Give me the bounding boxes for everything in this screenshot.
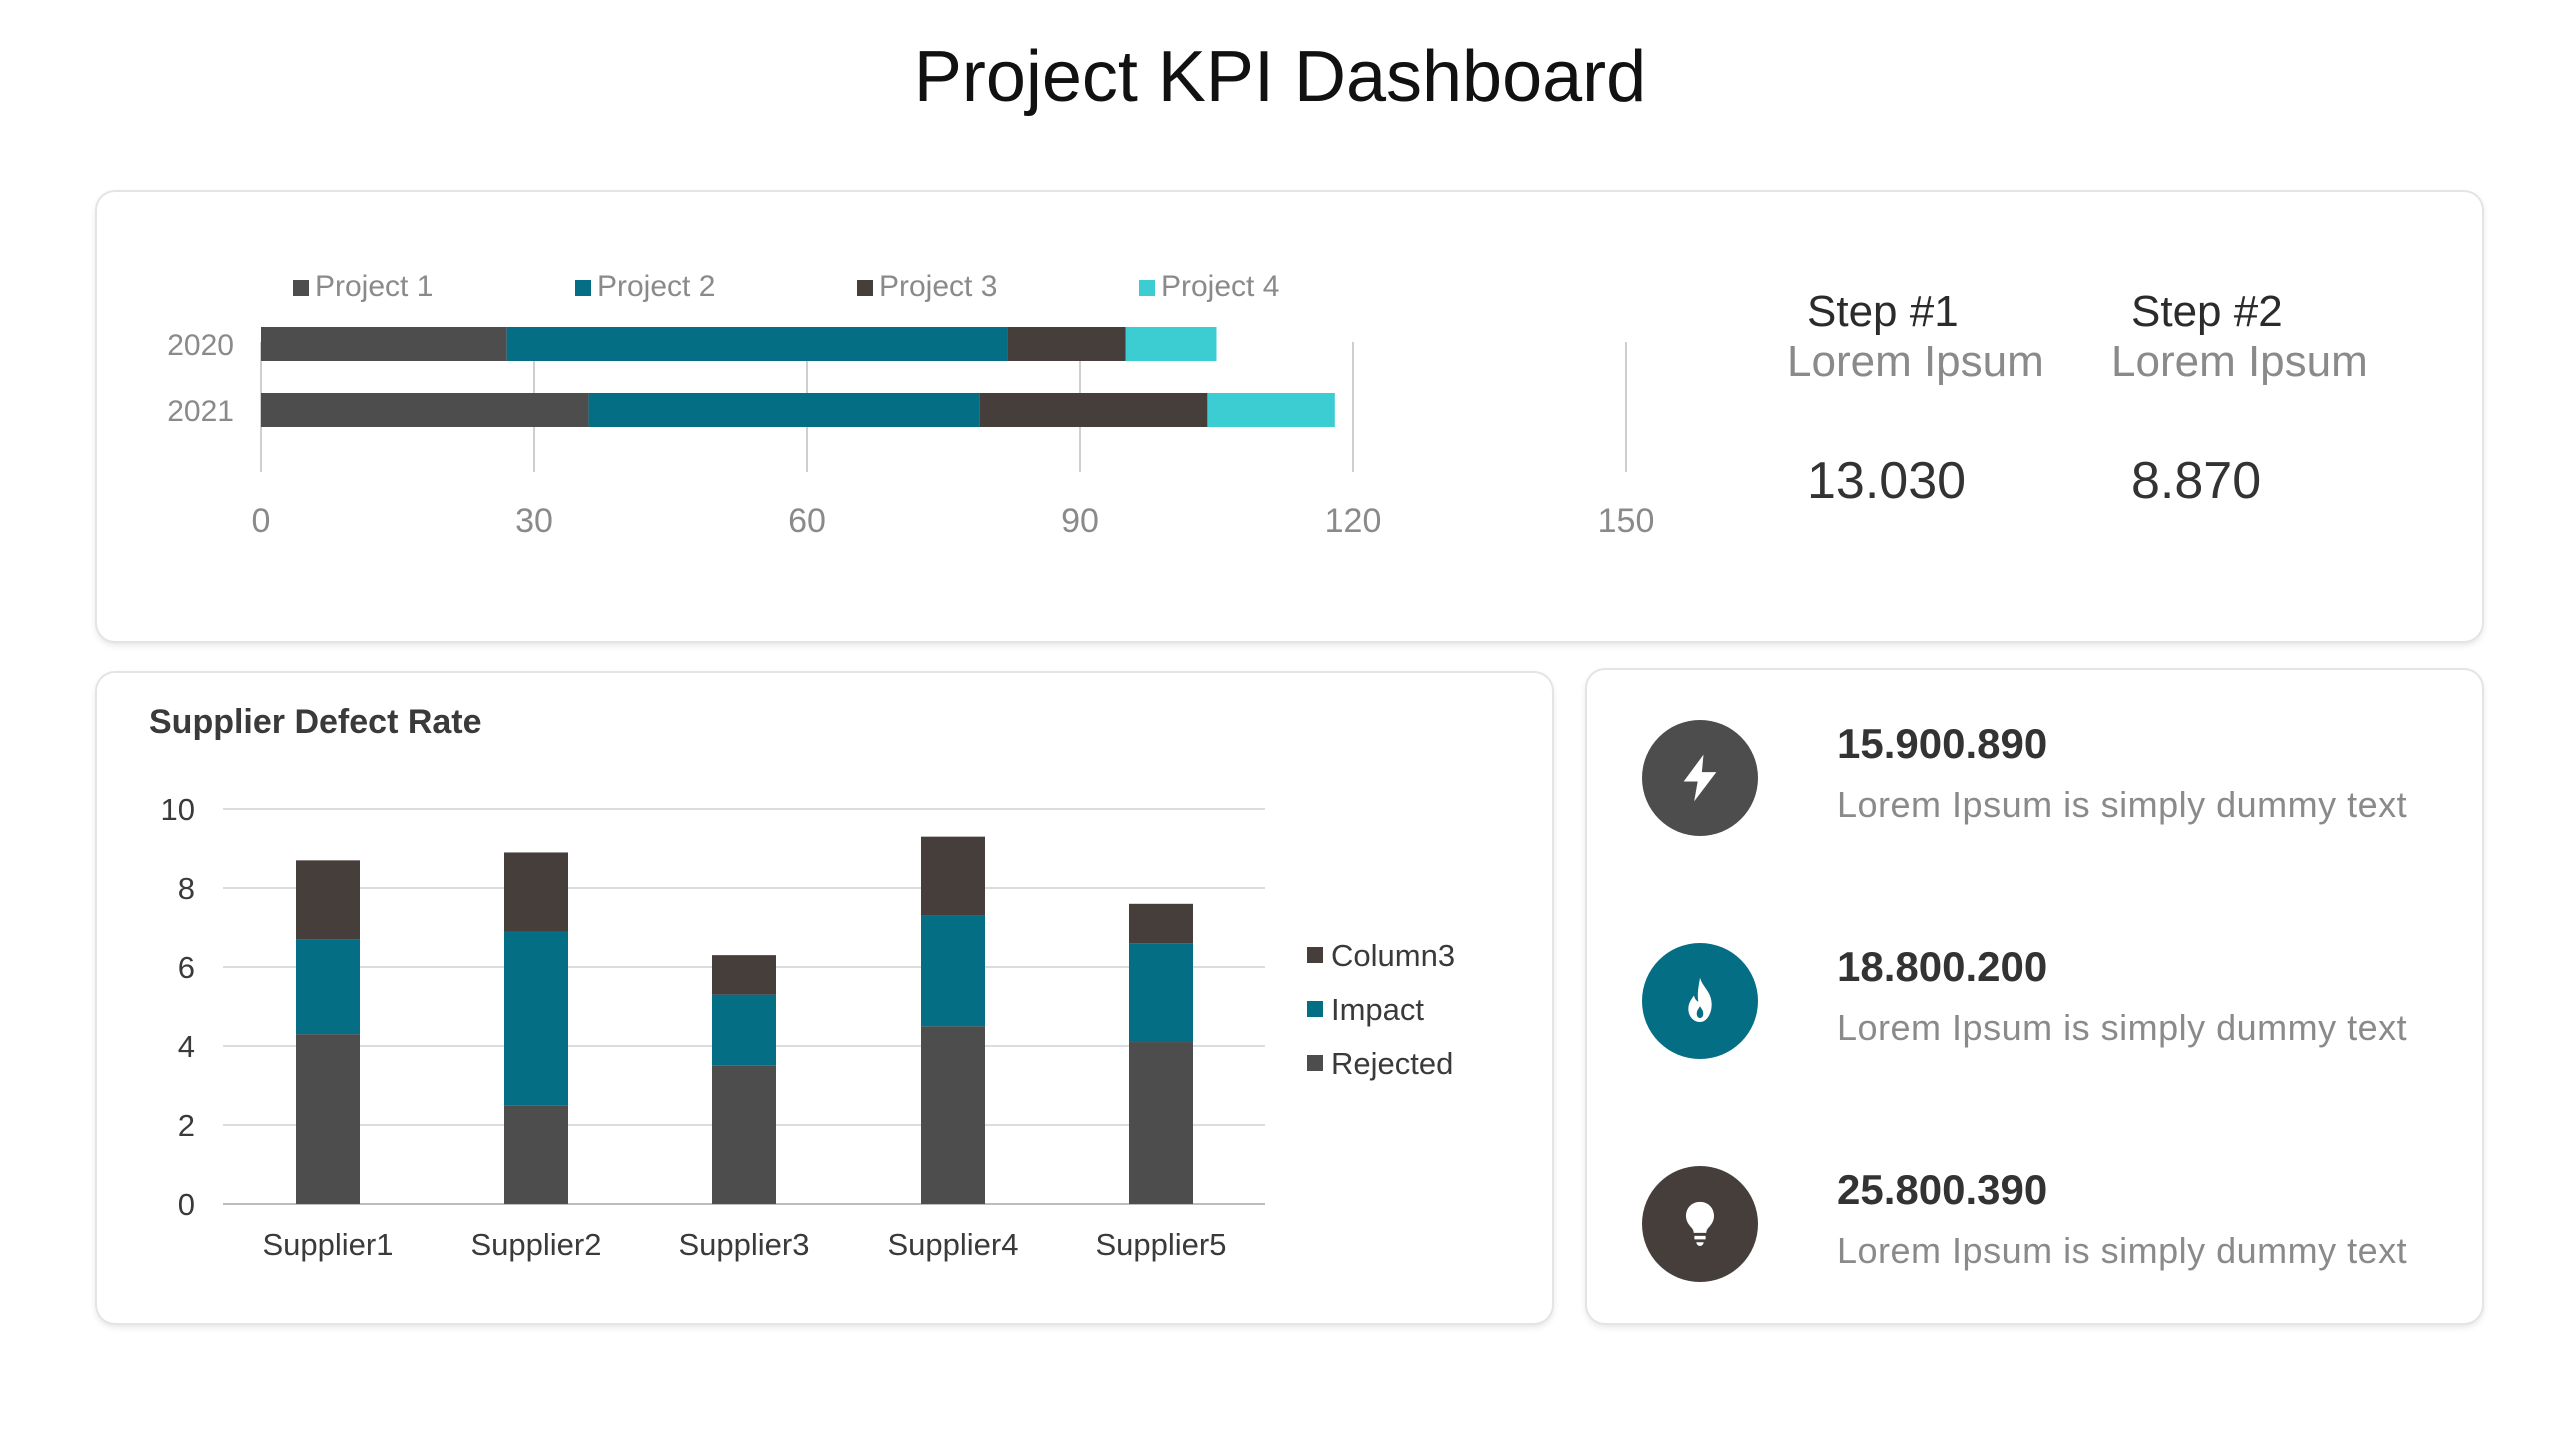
step-1-label: Step #1 — [1807, 287, 1959, 336]
legend-swatch — [1307, 1055, 1323, 1071]
kpi-icon-circle — [1642, 943, 1758, 1059]
y-tick-label: 10 — [161, 792, 195, 827]
kpi-description: Lorem Ipsum is simply dummy text — [1837, 1007, 2408, 1048]
kpi-value: 15.900.890 — [1837, 720, 2048, 767]
flame-icon — [1688, 977, 1712, 1022]
bar-segment — [712, 994, 776, 1066]
legend-swatch — [1307, 1001, 1323, 1017]
bar-segment — [504, 1105, 568, 1204]
x-tick-label: 30 — [515, 502, 553, 540]
step-1-value: 13.030 — [1807, 452, 1967, 510]
kpi-card: 15.900.890 Lorem Ipsum is simply dummy t… — [1587, 670, 2482, 1323]
bar-segment — [1125, 327, 1217, 361]
bar-segment — [1007, 327, 1126, 361]
bar-segment — [588, 393, 980, 427]
bar-segment — [296, 939, 360, 1035]
kpi-item: 18.800.200 Lorem Ipsum is simply dummy t… — [1587, 943, 2482, 1083]
step-1: Step #1 Lorem Ipsum 13.030 — [1787, 287, 2087, 511]
page-title: Project KPI Dashboard — [913, 37, 1647, 117]
y-tick-label: 6 — [178, 950, 195, 985]
kpi-icon-circle — [1642, 1166, 1758, 1282]
kpi-description: Lorem Ipsum is simply dummy text — [1837, 784, 2408, 825]
legend-swatch — [293, 280, 309, 296]
legend-swatch — [575, 280, 591, 296]
bar-segment — [504, 931, 568, 1106]
legend-swatch — [1139, 280, 1155, 296]
x-tick-label: 60 — [788, 502, 826, 540]
y-category-label: 2020 — [167, 329, 234, 362]
y-tick-label: 8 — [178, 871, 195, 906]
legend-label: Rejected — [1331, 1046, 1453, 1081]
legend-label: Project 2 — [597, 270, 715, 303]
step-2: Step #2 Lorem Ipsum 8.870 — [2111, 287, 2411, 511]
bar-segment — [1129, 1042, 1193, 1204]
supplier-defect-card: Supplier Defect Rate 0 2 4 6 8 10 Supplier1 Sup… — [97, 673, 1552, 1323]
bar-segment — [921, 836, 985, 916]
x-category-label: Supplier4 — [888, 1227, 1019, 1262]
bar-segment — [921, 1026, 985, 1204]
bar-segment — [1129, 943, 1193, 1043]
bar-segment — [296, 860, 360, 940]
lightning-icon — [1683, 754, 1717, 802]
bar-segment — [712, 1065, 776, 1204]
step-2-value: 8.870 — [2131, 452, 2262, 510]
kpi-value: 18.800.200 — [1837, 943, 2048, 990]
legend-label: Project 4 — [1161, 270, 1279, 303]
step-2-subtitle: Lorem Ipsum — [2111, 337, 2368, 386]
x-category-label: Supplier5 — [1096, 1227, 1227, 1262]
step-1-subtitle: Lorem Ipsum — [1787, 337, 2044, 386]
x-category-label: Supplier3 — [679, 1227, 810, 1262]
kpi-item: 25.800.390 Lorem Ipsum is simply dummy t… — [1587, 1166, 2482, 1306]
bar-segment — [1129, 903, 1193, 944]
y-tick-label: 0 — [178, 1187, 195, 1222]
y-tick-label: 4 — [178, 1029, 195, 1064]
legend-label: Impact — [1331, 992, 1424, 1027]
step-2-label: Step #2 — [2131, 287, 2283, 336]
x-tick-label: 150 — [1598, 502, 1655, 540]
legend-swatch — [857, 280, 873, 296]
bar-segment — [261, 393, 589, 427]
kpi-value: 25.800.390 — [1837, 1166, 2048, 1213]
kpi-description: Lorem Ipsum is simply dummy text — [1837, 1230, 2408, 1271]
project-chart-card: 0 30 60 90 120 150 2020 2021 Project 1 Project 2 P… — [97, 192, 2482, 641]
x-category-label: Supplier2 — [471, 1227, 602, 1262]
x-tick-label: 120 — [1325, 502, 1382, 540]
bar-segment — [261, 327, 507, 361]
project-bar-chart: 0 30 60 90 120 150 2020 2021 Project 1 Project 2 P… — [167, 270, 1655, 540]
x-tick-label: 90 — [1061, 502, 1099, 540]
y-category-label: 2021 — [167, 395, 234, 428]
legend-label: Project 1 — [315, 270, 433, 303]
bar-segment — [296, 1034, 360, 1204]
supplier-defect-chart: 0 2 4 6 8 10 Supplier1 Supplier2 Supplier3 Suppli… — [161, 792, 1456, 1262]
bar-segment — [504, 852, 568, 932]
x-tick-label: 0 — [252, 502, 271, 540]
kpi-icon-circle — [1642, 720, 1758, 836]
y-tick-label: 2 — [178, 1108, 195, 1143]
legend-label: Column3 — [1331, 938, 1455, 973]
bar-segment — [979, 393, 1208, 427]
legend-swatch — [1307, 947, 1323, 963]
bar-segment — [506, 327, 1008, 361]
bar-segment — [712, 955, 776, 995]
x-category-label: Supplier1 — [263, 1227, 394, 1262]
bar-segment — [921, 915, 985, 1027]
lightbulb-icon — [1686, 1201, 1714, 1246]
bar-segment — [1207, 393, 1335, 427]
chart-title: Supplier Defect Rate — [149, 703, 482, 741]
kpi-item: 15.900.890 Lorem Ipsum is simply dummy t… — [1587, 720, 2482, 860]
legend-label: Project 3 — [879, 270, 997, 303]
